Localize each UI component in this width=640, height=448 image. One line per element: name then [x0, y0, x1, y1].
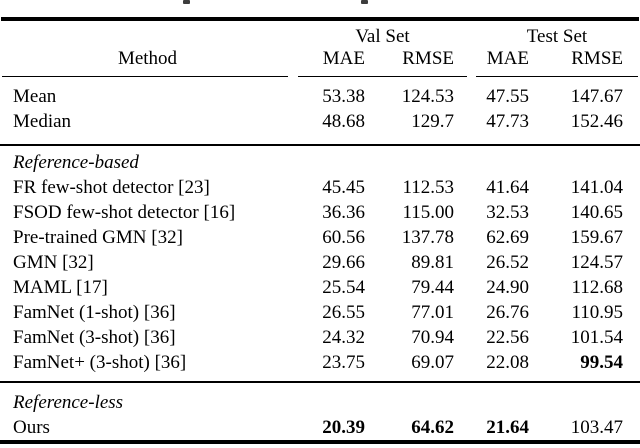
table-row: FamNet (3-shot) [36] 24.32 70.94 22.56 1…	[0, 325, 640, 350]
group-header-test-set: Test Set	[526, 25, 588, 47]
method-cell: Ours	[13, 416, 50, 438]
method-cell: Pre-trained GMN [32]	[13, 226, 183, 248]
val-rmse-cell: 69.07	[411, 351, 454, 373]
test-rmse-cell: 101.54	[570, 326, 623, 348]
val-rmse-cell-best: 64.62	[411, 416, 454, 438]
section-label-reference-based: Reference-based	[13, 151, 139, 173]
test-rmse-cell-best: 99.54	[580, 351, 623, 373]
section-separator-rule	[0, 144, 640, 146]
test-mae-cell-best: 21.64	[486, 416, 529, 438]
col-header-method: Method	[117, 48, 178, 69]
method-cell: FamNet (3-shot) [36]	[13, 326, 176, 348]
table-row: FR few-shot detector [23] 45.45 112.53 4…	[0, 175, 640, 200]
test-rmse-cell: 110.95	[571, 301, 623, 323]
method-cell: FamNet+ (3-shot) [36]	[13, 351, 187, 373]
test-mae-cell: 32.53	[486, 201, 529, 223]
test-mae-cell: 47.73	[486, 110, 529, 132]
val-mae-cell: 60.56	[322, 226, 365, 248]
test-mae-cell: 22.56	[486, 326, 529, 348]
val-rmse-cell: 115.00	[402, 201, 454, 223]
test-mae-cell: 26.76	[486, 301, 529, 323]
test-rmse-cell: 152.46	[570, 110, 623, 132]
val-mae-cell: 29.66	[322, 251, 365, 273]
method-cell: FSOD few-shot detector [16]	[13, 201, 236, 223]
test-mae-cell: 26.52	[486, 251, 529, 273]
method-cell: MAML [17]	[13, 276, 108, 298]
val-rmse-cell: 77.01	[411, 301, 454, 323]
cropped-caption-fragment	[183, 0, 190, 4]
table-body: Mean 53.38 124.53 47.55 147.67 Median 48…	[0, 84, 640, 444]
val-rmse-cell: 79.44	[411, 276, 454, 298]
test-rmse-cell: 112.68	[571, 276, 623, 298]
table-row: MAML [17] 25.54 79.44 24.90 112.68	[0, 275, 640, 300]
col-header-val-rmse: RMSE	[402, 48, 454, 69]
table-row: GMN [32] 29.66 89.81 26.52 124.57	[0, 250, 640, 275]
val-mae-cell: 53.38	[322, 85, 365, 107]
val-mae-cell: 26.55	[322, 301, 365, 323]
test-mae-cell: 24.90	[486, 276, 529, 298]
table-row: FSOD few-shot detector [16] 36.36 115.00…	[0, 200, 640, 225]
val-set-midrule	[298, 75, 467, 78]
val-mae-cell: 25.54	[322, 276, 365, 298]
method-cell: FR few-shot detector [23]	[13, 176, 210, 198]
table-row: FamNet+ (3-shot) [36] 23.75 69.07 22.08 …	[0, 350, 640, 375]
col-header-test-mae: MAE	[486, 48, 529, 69]
val-mae-cell: 48.68	[322, 110, 365, 132]
method-cell: FamNet (1-shot) [36]	[13, 301, 176, 323]
table-row: Pre-trained GMN [32] 60.56 137.78 62.69 …	[0, 225, 640, 250]
test-set-midrule	[476, 75, 638, 78]
val-mae-cell: 23.75	[322, 351, 365, 373]
cropped-caption-fragment	[361, 0, 368, 4]
group-header-val-set: Val Set	[355, 25, 410, 47]
method-cell: GMN [32]	[13, 251, 94, 273]
test-rmse-cell: 141.04	[570, 176, 623, 198]
table-top-rule	[1, 17, 639, 21]
section-label-reference-less: Reference-less	[13, 391, 124, 413]
method-column-midrule	[2, 75, 288, 78]
table-bottom-rule	[0, 440, 640, 444]
val-rmse-cell: 89.81	[411, 251, 454, 273]
group-header-row: Val Set Test Set	[0, 26, 640, 47]
section-separator-rule	[0, 381, 640, 383]
column-header-row: Method MAE RMSE MAE RMSE	[0, 44, 640, 74]
val-mae-cell: 45.45	[322, 176, 365, 198]
val-mae-cell: 36.36	[322, 201, 365, 223]
table-row: Mean 53.38 124.53 47.55 147.67	[0, 84, 640, 109]
val-rmse-cell: 124.53	[401, 85, 454, 107]
test-mae-cell: 22.08	[486, 351, 529, 373]
table-row: FamNet (1-shot) [36] 26.55 77.01 26.76 1…	[0, 300, 640, 325]
val-rmse-cell: 70.94	[411, 326, 454, 348]
test-mae-cell: 41.64	[486, 176, 529, 198]
test-rmse-cell: 147.67	[570, 85, 623, 107]
table-row: Median 48.68 129.7 47.73 152.46	[0, 109, 640, 134]
test-rmse-cell: 159.67	[570, 226, 623, 248]
table-row: Ours 20.39 64.62 21.64 103.47	[0, 415, 640, 440]
test-mae-cell: 47.55	[486, 85, 529, 107]
section-header-row: Reference-based	[0, 150, 640, 175]
test-mae-cell: 62.69	[486, 226, 529, 248]
col-header-val-mae: MAE	[322, 48, 365, 69]
col-header-test-rmse: RMSE	[571, 48, 623, 69]
val-rmse-cell: 129.7	[411, 110, 454, 132]
test-rmse-cell: 103.47	[570, 416, 623, 438]
val-rmse-cell: 112.53	[402, 176, 454, 198]
section-header-row: Reference-less	[0, 390, 640, 415]
val-mae-cell: 24.32	[322, 326, 365, 348]
test-rmse-cell: 124.57	[570, 251, 623, 273]
method-cell: Mean	[13, 85, 57, 107]
method-cell: Median	[13, 110, 72, 132]
val-rmse-cell: 137.78	[401, 226, 454, 248]
test-rmse-cell: 140.65	[570, 201, 623, 223]
val-mae-cell-best: 20.39	[322, 416, 365, 438]
